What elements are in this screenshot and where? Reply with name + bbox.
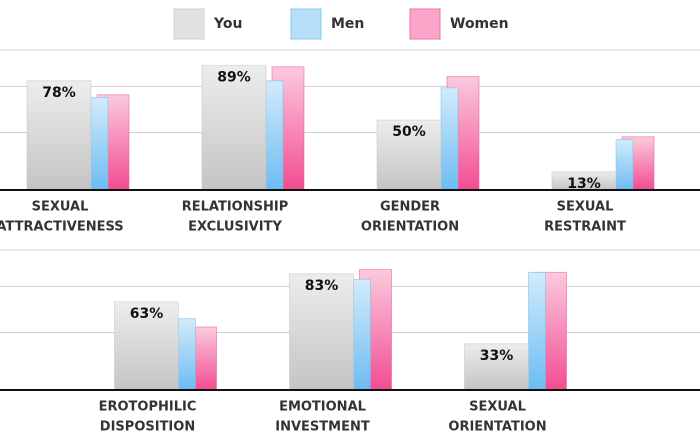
x-tick-label: RELATIONSHIP [182, 200, 288, 215]
data-label: 13% [567, 176, 601, 192]
bar [114, 301, 179, 391]
data-label: 89% [217, 69, 251, 85]
x-tick-label: SEXUAL [469, 400, 526, 415]
bar [376, 119, 442, 191]
legend-label: Men [331, 16, 364, 32]
legend-label: You [213, 16, 242, 32]
data-label: 33% [480, 348, 514, 364]
data-label: 63% [130, 306, 164, 322]
bar [90, 97, 109, 191]
data-label: 50% [392, 124, 426, 140]
data-label: 83% [305, 278, 339, 294]
legend-swatch [173, 8, 205, 40]
legend-swatch [409, 8, 441, 40]
bar [528, 271, 546, 391]
x-tick-label: ORIENTATION [361, 220, 459, 235]
x-tick-label: GENDER [380, 200, 440, 215]
bar [464, 343, 529, 391]
bar [615, 139, 634, 191]
bar [201, 64, 267, 191]
x-tick-label: EMOTIONAL [279, 400, 366, 415]
bar [265, 80, 284, 191]
bar [440, 87, 459, 191]
bar [353, 278, 371, 391]
bar [178, 318, 196, 391]
x-tick-label: RESTRAINT [544, 220, 626, 235]
x-tick-label: ORIENTATION [448, 420, 546, 435]
x-tick-label: DISPOSITION [100, 420, 195, 435]
x-tick-label: EROTOPHILIC [99, 400, 197, 415]
bar [289, 273, 354, 391]
data-label: 78% [42, 85, 76, 101]
x-tick-label: SEXUAL [557, 200, 614, 215]
x-tick-label: EXCLUSIVITY [188, 220, 282, 235]
x-tick-label: INVESTMENT [275, 420, 370, 435]
legend-swatch [290, 8, 322, 40]
x-tick-label: ATTRACTIVENESS [0, 220, 124, 235]
x-tick-label: SEXUAL [32, 200, 89, 215]
legend-label: Women [450, 16, 509, 32]
